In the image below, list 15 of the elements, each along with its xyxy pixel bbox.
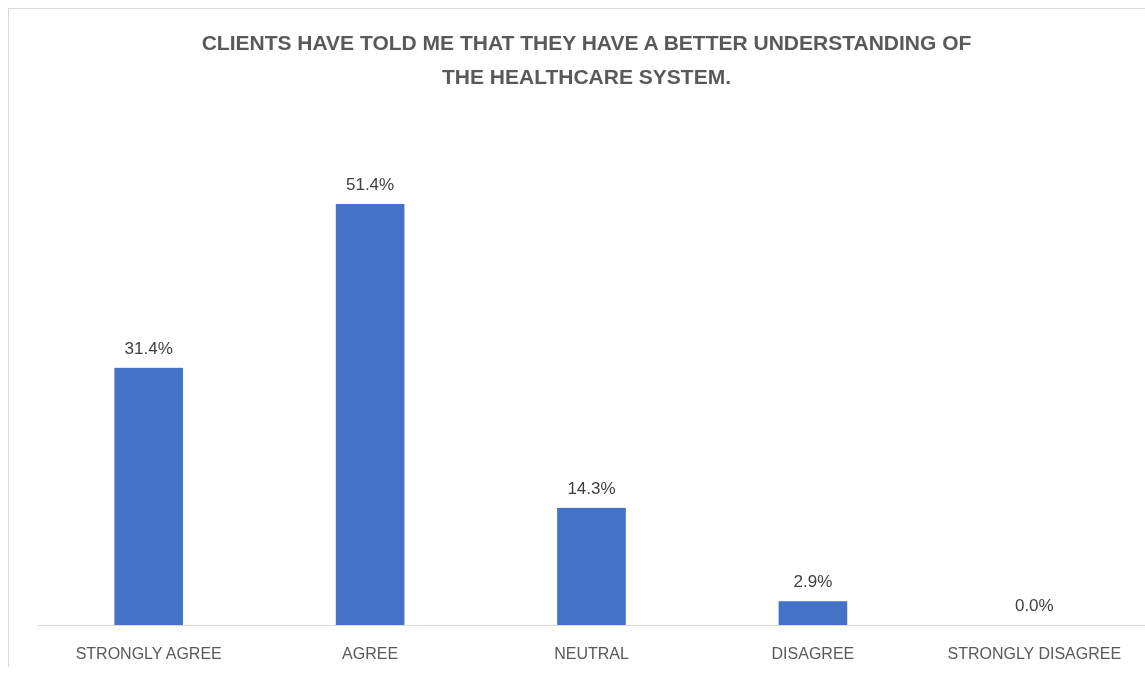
data-label: 51.4%	[346, 175, 395, 194]
x-tick-label: NEUTRAL	[554, 645, 629, 662]
x-tick-label: DISAGREE	[771, 645, 855, 662]
data-label: 0.0%	[1014, 596, 1054, 615]
bar	[114, 367, 184, 625]
data-label: 31.4%	[124, 338, 173, 358]
x-tick-label: STRONGLY AGREE	[75, 645, 222, 662]
chart-title: CLIENTS HAVE TOLD ME THAT THEY HAVE A BETTER UNDERSTANDING OF THE HEALTHCARE SYSTEM.	[201, 31, 972, 88]
bar	[335, 204, 405, 625]
bar	[557, 507, 626, 625]
bar	[778, 601, 848, 625]
data-label: 14.3%	[567, 478, 616, 498]
data-label: 2.9%	[793, 572, 833, 592]
x-tick-label: AGREE	[342, 645, 399, 662]
x-tick-label: STRONGLY DISAGREE	[947, 645, 1122, 662]
